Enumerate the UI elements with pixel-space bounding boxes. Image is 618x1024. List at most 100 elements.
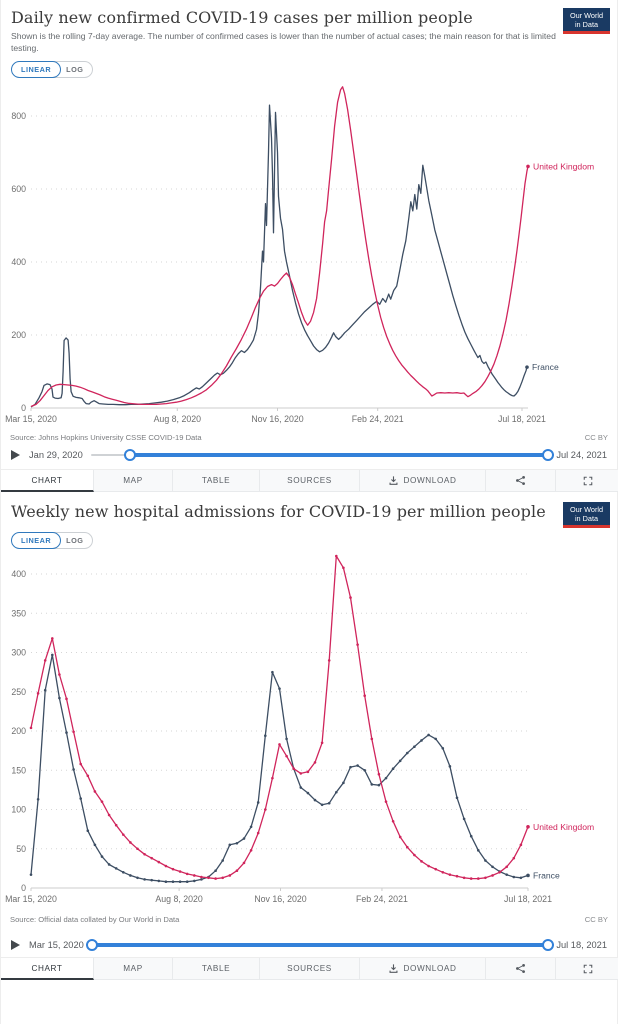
svg-text:800: 800 xyxy=(11,111,26,121)
chart-title: Daily new confirmed COVID-19 cases per m… xyxy=(11,8,473,27)
chart-subtitle: Shown is the rolling 7-day average. The … xyxy=(11,31,556,54)
svg-text:Aug 8, 2020: Aug 8, 2020 xyxy=(155,894,203,904)
svg-text:Nov 16, 2020: Nov 16, 2020 xyxy=(251,414,303,424)
fullscreen-button[interactable] xyxy=(556,958,618,980)
svg-text:Feb 24, 2021: Feb 24, 2021 xyxy=(352,414,404,424)
svg-text:Jul 18, 2021: Jul 18, 2021 xyxy=(504,894,552,904)
svg-text:Nov 16, 2020: Nov 16, 2020 xyxy=(254,894,306,904)
log-button[interactable]: LOG xyxy=(52,532,94,549)
license-link[interactable]: CC BY xyxy=(584,915,608,924)
line-united-kingdom[interactable] xyxy=(30,555,529,880)
svg-text:350: 350 xyxy=(11,608,26,618)
footer-tabs: CHART MAP TABLE SOURCES DOWNLOAD xyxy=(1,469,618,492)
svg-text:600: 600 xyxy=(11,184,26,194)
svg-text:200: 200 xyxy=(11,330,26,340)
play-button[interactable] xyxy=(11,450,20,460)
share-icon xyxy=(516,964,525,973)
svg-text:400: 400 xyxy=(11,257,26,267)
tab-chart[interactable]: CHART xyxy=(1,470,94,492)
timeline-end-handle[interactable] xyxy=(542,939,555,951)
line-chart-hospital-admissions[interactable]: 0 50 100 150 200 250 300 350 400 Mar 15, 2020 Aug … xyxy=(1,550,618,910)
fullscreen-icon xyxy=(583,476,592,485)
tab-sources[interactable]: SOURCES xyxy=(260,470,360,492)
license-link[interactable]: CC BY xyxy=(584,433,608,442)
tab-table[interactable]: TABLE xyxy=(173,958,260,980)
tab-map[interactable]: MAP xyxy=(94,958,173,980)
scale-toggle: LINEAR LOG xyxy=(11,59,94,78)
tab-table-label: TABLE xyxy=(201,964,231,973)
tab-sources-label: SOURCES xyxy=(287,964,332,973)
svg-text:150: 150 xyxy=(11,765,26,775)
line-united-kingdom[interactable] xyxy=(30,86,529,408)
tab-chart[interactable]: CHART xyxy=(1,958,94,980)
owid-logo-line2: in Data xyxy=(574,20,599,30)
svg-text:400: 400 xyxy=(11,569,26,579)
timeline-slider[interactable] xyxy=(90,448,555,462)
svg-text:0: 0 xyxy=(21,403,26,413)
series-label-france: France xyxy=(532,362,559,372)
series-label-france: France xyxy=(533,870,560,880)
line-chart-daily-cases[interactable]: 0 200 400 600 800 Mar 15, 2020 Aug 8, 2020 Nov … xyxy=(1,85,618,430)
tab-sources-label: SOURCES xyxy=(287,476,332,485)
source-text: Source: Johns Hopkins University CSSE CO… xyxy=(10,433,202,442)
tab-table-label: TABLE xyxy=(201,476,231,485)
tab-download-label: DOWNLOAD xyxy=(403,964,457,973)
timeline-end-date: Jul 24, 2021 xyxy=(556,450,607,460)
tab-map-label: MAP xyxy=(123,476,143,485)
timeline-start-date: Mar 15, 2020 xyxy=(29,940,84,950)
owid-logo-line1: Our World xyxy=(569,11,604,20)
owid-logo[interactable]: Our World in Data xyxy=(563,8,610,34)
timeline: Mar 15, 2020 Jul 18, 2021 xyxy=(11,936,607,954)
tab-map[interactable]: MAP xyxy=(94,470,173,492)
share-button[interactable] xyxy=(486,958,556,980)
svg-text:50: 50 xyxy=(16,844,26,854)
svg-text:Mar 15, 2020: Mar 15, 2020 xyxy=(5,894,57,904)
fullscreen-button[interactable] xyxy=(556,470,618,492)
chart-title: Weekly new hospital admissions for COVID… xyxy=(11,502,546,521)
timeline: Jan 29, 2020 Jul 24, 2021 xyxy=(11,446,607,464)
owid-logo-line2: in Data xyxy=(574,514,599,524)
log-button[interactable]: LOG xyxy=(52,61,94,78)
scale-toggle: LINEAR LOG xyxy=(11,530,94,549)
linear-button[interactable]: LINEAR xyxy=(11,532,62,549)
chart-card-hospital-admissions: Weekly new hospital admissions for COVID… xyxy=(0,493,618,1024)
timeline-end-date: Jul 18, 2021 xyxy=(556,940,607,950)
svg-text:0: 0 xyxy=(21,883,26,893)
linear-button[interactable]: LINEAR xyxy=(11,61,62,78)
svg-text:Mar 15, 2020: Mar 15, 2020 xyxy=(5,414,57,424)
svg-text:Aug 8, 2020: Aug 8, 2020 xyxy=(154,414,202,424)
share-icon xyxy=(516,476,525,485)
owid-logo[interactable]: Our World in Data xyxy=(563,502,610,528)
timeline-start-handle[interactable] xyxy=(85,939,98,951)
footer-tabs: CHART MAP TABLE SOURCES DOWNLOAD xyxy=(1,957,618,980)
chart-card-daily-cases: Daily new confirmed COVID-19 cases per m… xyxy=(0,0,618,493)
timeline-start-handle[interactable] xyxy=(123,449,136,461)
svg-text:200: 200 xyxy=(11,726,26,736)
series-label-united-kingdom: United Kingdom xyxy=(533,822,594,832)
tab-sources[interactable]: SOURCES xyxy=(260,958,360,980)
tab-table[interactable]: TABLE xyxy=(173,470,260,492)
tab-download[interactable]: DOWNLOAD xyxy=(360,470,486,492)
tab-map-label: MAP xyxy=(123,964,143,973)
source-text: Source: Official data collated by Our Wo… xyxy=(10,915,180,924)
timeline-end-handle[interactable] xyxy=(542,449,555,461)
tab-download[interactable]: DOWNLOAD xyxy=(360,958,486,980)
svg-text:300: 300 xyxy=(11,648,26,658)
tab-chart-label: CHART xyxy=(31,475,63,485)
svg-text:Jul 18, 2021: Jul 18, 2021 xyxy=(498,414,546,424)
download-icon xyxy=(389,476,398,485)
play-button[interactable] xyxy=(11,940,20,950)
owid-logo-line1: Our World xyxy=(569,505,604,514)
download-icon xyxy=(389,964,398,973)
fullscreen-icon xyxy=(583,964,592,973)
svg-text:Feb 24, 2021: Feb 24, 2021 xyxy=(356,894,408,904)
tab-download-label: DOWNLOAD xyxy=(403,476,457,485)
share-button[interactable] xyxy=(486,470,556,492)
svg-text:100: 100 xyxy=(11,805,26,815)
line-france[interactable] xyxy=(30,104,528,408)
svg-text:250: 250 xyxy=(11,687,26,697)
tab-chart-label: CHART xyxy=(31,963,63,973)
source-row: Source: Official data collated by Our Wo… xyxy=(10,915,608,924)
timeline-slider[interactable] xyxy=(85,938,555,952)
